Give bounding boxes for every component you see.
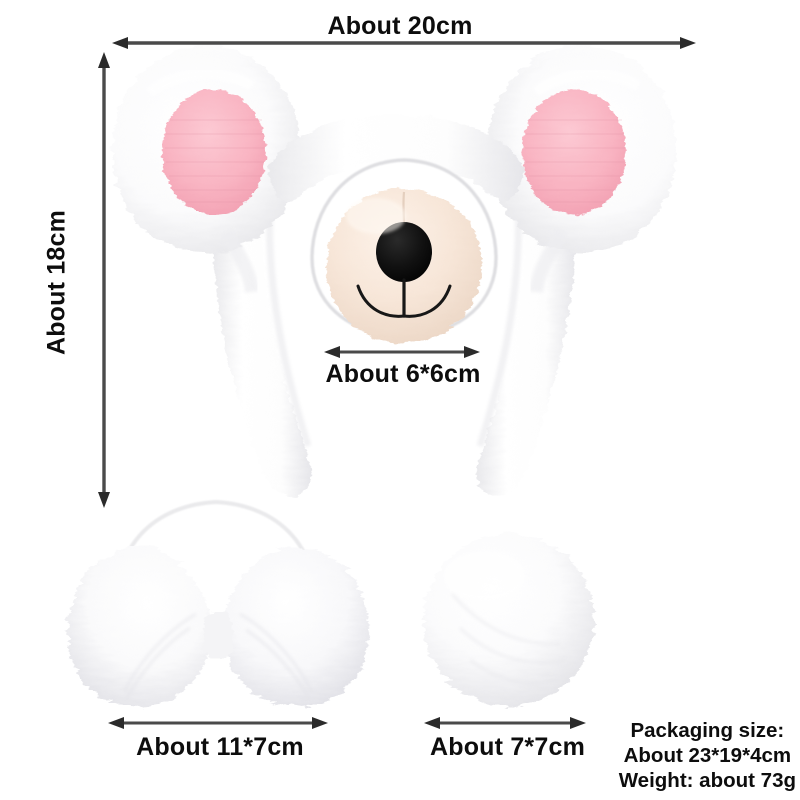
bow-tie	[67, 499, 369, 707]
packaging-weight: Weight: about 73g	[618, 769, 796, 792]
left-ear	[112, 45, 300, 293]
dimension-label-bow: About 11*7cm	[136, 733, 304, 761]
nose-piece	[310, 158, 498, 344]
packaging-info: Packaging size: About 23*19*4cm Weight: …	[619, 718, 796, 793]
arrow-nose	[324, 346, 480, 358]
dimension-label-nose: About 6*6cm	[325, 360, 481, 388]
tail-ball	[423, 534, 595, 706]
arrow-height	[98, 52, 110, 508]
bear-nose	[376, 222, 432, 282]
right-ear	[488, 45, 676, 293]
ear-headband	[112, 45, 676, 497]
arrow-tail	[424, 717, 586, 729]
packaging-size-title: Packaging size:	[630, 719, 785, 742]
dimension-label-width: About 20cm	[327, 12, 473, 40]
dimension-label-tail: About 7*7cm	[429, 733, 585, 761]
dimension-arrows	[98, 37, 696, 729]
arrow-width	[112, 37, 696, 49]
packaging-size-value: About 23*19*4cm	[623, 744, 792, 767]
headband-arch	[268, 114, 524, 201]
arrow-bow	[108, 717, 328, 729]
dimension-label-height: About 18cm	[42, 209, 71, 356]
